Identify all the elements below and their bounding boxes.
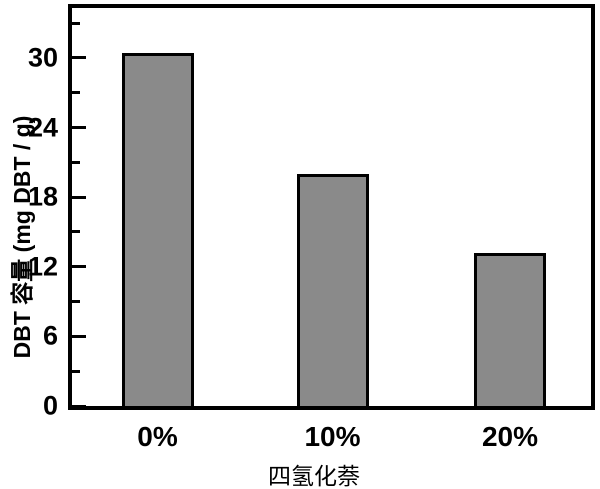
bar-10% [296,173,369,406]
y-tick-label: 12 [27,251,58,282]
x-category-label: 10% [304,421,361,452]
y-major-tick [72,195,86,199]
y-tick-label: 18 [27,181,58,212]
x-category-label: 20% [481,421,539,452]
y-minor-tick [72,160,80,164]
y-minor-tick [72,230,80,234]
y-major-tick [72,404,86,408]
y-major-tick [72,334,86,338]
y-tick-label: 0 [42,390,58,421]
y-major-tick [72,126,86,130]
y-minor-tick [72,300,80,304]
x-category-label: 0% [137,421,178,452]
y-tick-label: 6 [42,320,58,351]
y-tick-label: 30 [27,42,58,73]
y-minor-tick [72,369,80,373]
plot-area [68,4,595,410]
y-minor-tick [72,91,80,95]
bar-0% [121,53,194,406]
y-major-tick [72,265,86,269]
bar-20% [474,252,546,406]
y-major-tick [72,56,86,60]
y-minor-tick [72,21,80,25]
y-tick-label: 24 [27,112,58,143]
x-axis-title: 四氢化萘 [268,463,360,489]
